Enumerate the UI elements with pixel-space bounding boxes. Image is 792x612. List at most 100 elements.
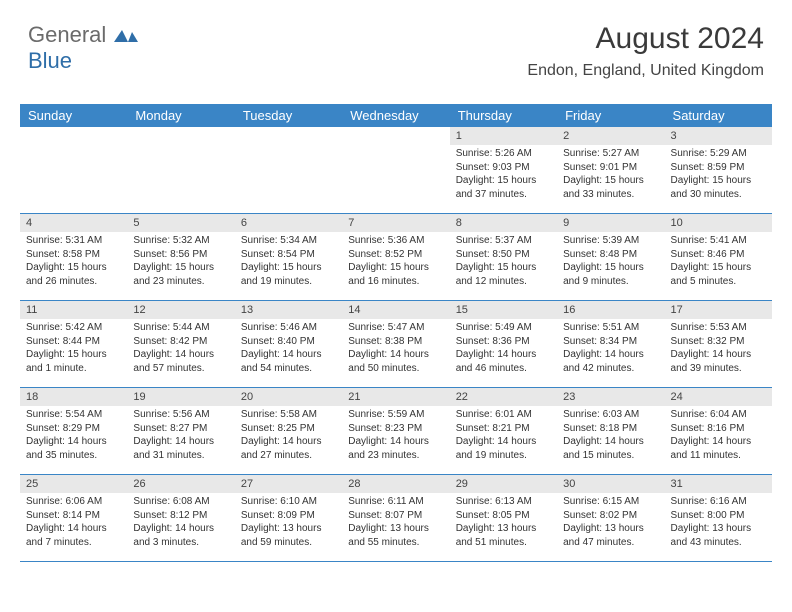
sunrise-line: Sunrise: 5:54 AM	[26, 408, 121, 422]
daylight-line: Daylight: 14 hours and 42 minutes.	[563, 348, 658, 375]
sunset-line: Sunset: 8:09 PM	[241, 509, 336, 523]
sunrise-line: Sunrise: 5:37 AM	[456, 234, 551, 248]
sunrise-line: Sunrise: 5:27 AM	[563, 147, 658, 161]
day-cell: 26Sunrise: 6:08 AMSunset: 8:12 PMDayligh…	[127, 475, 234, 561]
sunset-line: Sunset: 8:02 PM	[563, 509, 658, 523]
daylight-line: Daylight: 13 hours and 59 minutes.	[241, 522, 336, 549]
day-info: Sunrise: 5:36 AMSunset: 8:52 PMDaylight:…	[342, 232, 449, 288]
week-row: 1Sunrise: 5:26 AMSunset: 9:03 PMDaylight…	[20, 126, 772, 213]
sunrise-line: Sunrise: 6:13 AM	[456, 495, 551, 509]
sunset-line: Sunset: 9:01 PM	[563, 161, 658, 175]
sunset-line: Sunset: 8:00 PM	[671, 509, 766, 523]
day-header-cell: Sunday	[20, 105, 127, 126]
daylight-line: Daylight: 14 hours and 23 minutes.	[348, 435, 443, 462]
day-number: 11	[20, 301, 127, 319]
day-info: Sunrise: 5:47 AMSunset: 8:38 PMDaylight:…	[342, 319, 449, 375]
day-number: 30	[557, 475, 664, 493]
daylight-line: Daylight: 15 hours and 30 minutes.	[671, 174, 766, 201]
sunset-line: Sunset: 8:07 PM	[348, 509, 443, 523]
day-number: 24	[665, 388, 772, 406]
day-info: Sunrise: 5:37 AMSunset: 8:50 PMDaylight:…	[450, 232, 557, 288]
sunrise-line: Sunrise: 5:47 AM	[348, 321, 443, 335]
daylight-line: Daylight: 15 hours and 26 minutes.	[26, 261, 121, 288]
sunset-line: Sunset: 8:50 PM	[456, 248, 551, 262]
daylight-line: Daylight: 15 hours and 16 minutes.	[348, 261, 443, 288]
empty-cell	[235, 127, 342, 213]
week-row: 4Sunrise: 5:31 AMSunset: 8:58 PMDaylight…	[20, 213, 772, 300]
day-info: Sunrise: 5:54 AMSunset: 8:29 PMDaylight:…	[20, 406, 127, 462]
sunrise-line: Sunrise: 6:08 AM	[133, 495, 228, 509]
sunrise-line: Sunrise: 6:11 AM	[348, 495, 443, 509]
sunset-line: Sunset: 8:25 PM	[241, 422, 336, 436]
day-number: 28	[342, 475, 449, 493]
day-header-cell: Thursday	[450, 105, 557, 126]
daylight-line: Daylight: 15 hours and 19 minutes.	[241, 261, 336, 288]
sunrise-line: Sunrise: 5:32 AM	[133, 234, 228, 248]
day-info: Sunrise: 5:32 AMSunset: 8:56 PMDaylight:…	[127, 232, 234, 288]
sunrise-line: Sunrise: 5:41 AM	[671, 234, 766, 248]
day-number: 17	[665, 301, 772, 319]
sunset-line: Sunset: 8:46 PM	[671, 248, 766, 262]
day-number: 14	[342, 301, 449, 319]
day-number: 20	[235, 388, 342, 406]
daylight-line: Daylight: 14 hours and 15 minutes.	[563, 435, 658, 462]
daylight-line: Daylight: 14 hours and 31 minutes.	[133, 435, 228, 462]
day-number: 10	[665, 214, 772, 232]
daylight-line: Daylight: 14 hours and 19 minutes.	[456, 435, 551, 462]
day-number: 21	[342, 388, 449, 406]
sunset-line: Sunset: 8:48 PM	[563, 248, 658, 262]
daylight-line: Daylight: 14 hours and 50 minutes.	[348, 348, 443, 375]
sunset-line: Sunset: 8:54 PM	[241, 248, 336, 262]
sunrise-line: Sunrise: 5:31 AM	[26, 234, 121, 248]
day-cell: 10Sunrise: 5:41 AMSunset: 8:46 PMDayligh…	[665, 214, 772, 300]
day-info: Sunrise: 6:03 AMSunset: 8:18 PMDaylight:…	[557, 406, 664, 462]
day-number: 9	[557, 214, 664, 232]
week-row: 18Sunrise: 5:54 AMSunset: 8:29 PMDayligh…	[20, 387, 772, 474]
day-info: Sunrise: 5:42 AMSunset: 8:44 PMDaylight:…	[20, 319, 127, 375]
sunrise-line: Sunrise: 5:42 AM	[26, 321, 121, 335]
sunrise-line: Sunrise: 5:49 AM	[456, 321, 551, 335]
day-number: 6	[235, 214, 342, 232]
day-number: 4	[20, 214, 127, 232]
sunrise-line: Sunrise: 5:34 AM	[241, 234, 336, 248]
day-cell: 14Sunrise: 5:47 AMSunset: 8:38 PMDayligh…	[342, 301, 449, 387]
sunrise-line: Sunrise: 5:59 AM	[348, 408, 443, 422]
sunset-line: Sunset: 8:58 PM	[26, 248, 121, 262]
location: Endon, England, United Kingdom	[527, 62, 764, 80]
day-cell: 12Sunrise: 5:44 AMSunset: 8:42 PMDayligh…	[127, 301, 234, 387]
sunrise-line: Sunrise: 6:03 AM	[563, 408, 658, 422]
day-cell: 30Sunrise: 6:15 AMSunset: 8:02 PMDayligh…	[557, 475, 664, 561]
day-header-cell: Wednesday	[342, 105, 449, 126]
sunrise-line: Sunrise: 5:29 AM	[671, 147, 766, 161]
sunset-line: Sunset: 8:16 PM	[671, 422, 766, 436]
day-info: Sunrise: 5:46 AMSunset: 8:40 PMDaylight:…	[235, 319, 342, 375]
day-info: Sunrise: 5:29 AMSunset: 8:59 PMDaylight:…	[665, 145, 772, 201]
sunset-line: Sunset: 8:40 PM	[241, 335, 336, 349]
day-cell: 17Sunrise: 5:53 AMSunset: 8:32 PMDayligh…	[665, 301, 772, 387]
day-number: 18	[20, 388, 127, 406]
day-cell: 15Sunrise: 5:49 AMSunset: 8:36 PMDayligh…	[450, 301, 557, 387]
day-info: Sunrise: 5:44 AMSunset: 8:42 PMDaylight:…	[127, 319, 234, 375]
sunrise-line: Sunrise: 6:10 AM	[241, 495, 336, 509]
sunrise-line: Sunrise: 6:15 AM	[563, 495, 658, 509]
logo-text-2: Blue	[28, 48, 72, 73]
day-info: Sunrise: 5:34 AMSunset: 8:54 PMDaylight:…	[235, 232, 342, 288]
day-header-cell: Friday	[557, 105, 664, 126]
day-cell: 6Sunrise: 5:34 AMSunset: 8:54 PMDaylight…	[235, 214, 342, 300]
sunset-line: Sunset: 8:23 PM	[348, 422, 443, 436]
daylight-line: Daylight: 14 hours and 7 minutes.	[26, 522, 121, 549]
sunset-line: Sunset: 9:03 PM	[456, 161, 551, 175]
logo-text-1: General	[28, 22, 106, 47]
sunrise-line: Sunrise: 6:06 AM	[26, 495, 121, 509]
sunset-line: Sunset: 8:36 PM	[456, 335, 551, 349]
sunrise-line: Sunrise: 5:56 AM	[133, 408, 228, 422]
day-info: Sunrise: 6:10 AMSunset: 8:09 PMDaylight:…	[235, 493, 342, 549]
day-cell: 4 Sunrise: 5:31 AMSunset: 8:58 PMDaylight…	[20, 214, 127, 300]
day-cell: 20Sunrise: 5:58 AMSunset: 8:25 PMDayligh…	[235, 388, 342, 474]
day-info: Sunrise: 6:04 AMSunset: 8:16 PMDaylight:…	[665, 406, 772, 462]
empty-cell	[342, 127, 449, 213]
sunset-line: Sunset: 8:42 PM	[133, 335, 228, 349]
daylight-line: Daylight: 14 hours and 35 minutes.	[26, 435, 121, 462]
daylight-line: Daylight: 13 hours and 55 minutes.	[348, 522, 443, 549]
sunrise-line: Sunrise: 5:51 AM	[563, 321, 658, 335]
